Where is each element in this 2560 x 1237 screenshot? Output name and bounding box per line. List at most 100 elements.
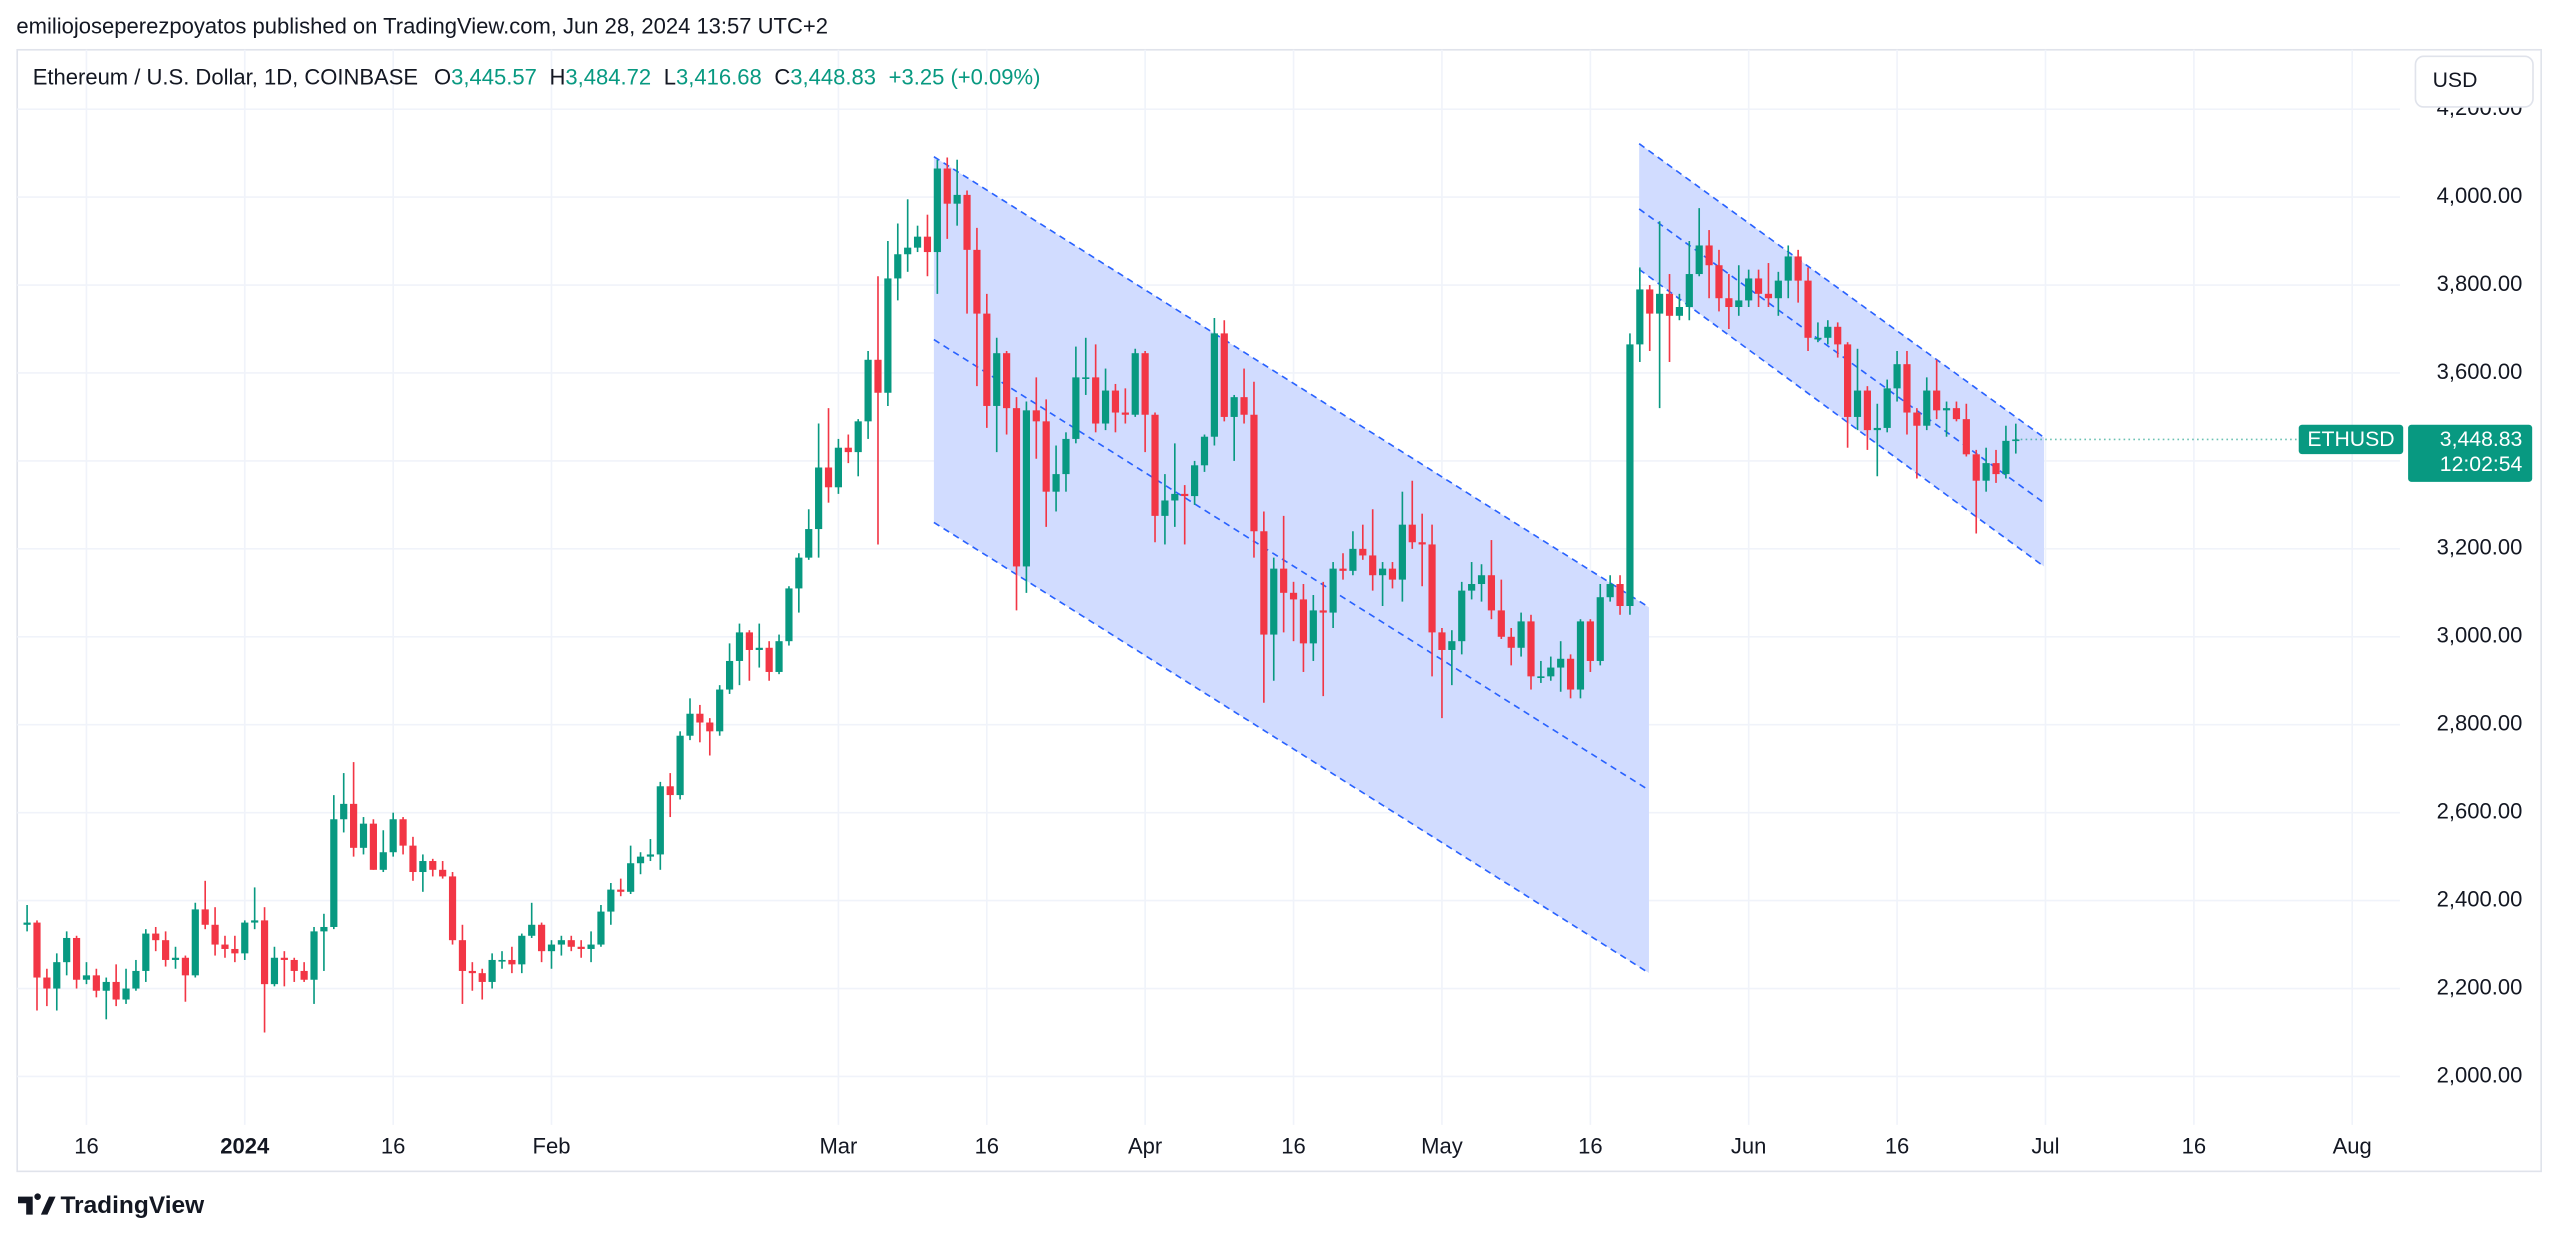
candle-body <box>1369 555 1377 576</box>
candle-body <box>567 940 575 947</box>
candle-body <box>1586 621 1594 661</box>
candle-body <box>815 467 823 530</box>
legend-value: 3,445.57 <box>451 64 537 89</box>
candle-body <box>518 935 526 965</box>
channel-line <box>933 521 1650 974</box>
candle-body <box>1863 390 1871 431</box>
candle-body <box>755 647 763 650</box>
candle-body <box>1665 293 1674 316</box>
x-tick-label: 16 <box>1578 1134 1603 1159</box>
candle-body <box>1181 493 1189 497</box>
candle-body <box>1408 524 1416 543</box>
candle-body <box>1289 592 1298 600</box>
candle-body <box>320 926 328 932</box>
candle-body <box>1903 364 1911 413</box>
candle-body <box>993 353 1001 406</box>
candle-body <box>1220 333 1228 417</box>
candle-body <box>884 278 892 393</box>
candle-body <box>122 988 130 1000</box>
candle-body <box>1378 568 1387 576</box>
countdown-text: 12:02:54 <box>2440 453 2523 476</box>
candle-body <box>1388 568 1397 580</box>
x-tick-label: Apr <box>1128 1134 1162 1159</box>
candle-body <box>1893 364 1901 389</box>
x-tick-label: 16 <box>381 1134 406 1159</box>
candle-body <box>547 944 556 952</box>
currency-button[interactable] <box>2414 55 2534 108</box>
candle-body <box>389 819 397 853</box>
candle-body <box>1101 390 1110 424</box>
candle-body <box>1022 410 1030 567</box>
candle-body <box>1834 326 1842 345</box>
symbol-tag <box>2298 424 2404 455</box>
candle-body <box>1804 280 1812 338</box>
x-tick-label: Jul <box>2031 1134 2059 1159</box>
x-tick-label: 2024 <box>220 1134 270 1159</box>
candle-body <box>1131 353 1139 415</box>
candle-body <box>933 168 941 253</box>
candle-body <box>1636 289 1644 345</box>
channel-fill <box>933 156 1649 974</box>
candle-body <box>1705 245 1713 266</box>
currency-label[interactable]: USD <box>2433 69 2478 92</box>
y-tick-label: 2,200.00 <box>2437 974 2523 999</box>
candle-body <box>1398 524 1406 580</box>
candle-body <box>2002 440 2010 475</box>
candle-body <box>1092 377 1100 424</box>
candle-body <box>409 845 417 873</box>
candle-body <box>171 957 180 960</box>
candle-body <box>1191 465 1199 497</box>
candle-body <box>23 922 31 925</box>
candle-body <box>508 959 516 965</box>
candle-body <box>1972 454 1980 481</box>
candle-body <box>1883 388 1891 428</box>
candle-body <box>1566 658 1575 690</box>
candle-body <box>854 421 862 453</box>
candle-body <box>913 236 922 248</box>
candle-body <box>874 359 882 393</box>
candle-body <box>1260 531 1268 635</box>
candle-body <box>1685 274 1693 308</box>
candle-body <box>1517 621 1525 648</box>
candle-body <box>369 823 377 870</box>
candle-body <box>53 962 61 989</box>
candle-body <box>607 889 615 912</box>
candle-body <box>162 940 170 960</box>
candle-body <box>1576 621 1585 690</box>
candle-body <box>1052 474 1060 492</box>
candle-body <box>775 641 783 672</box>
candle-body <box>834 447 843 488</box>
candle-body <box>251 920 259 923</box>
candle-body <box>1754 278 1763 294</box>
candle-body <box>181 957 189 976</box>
channel-fill <box>1639 143 2045 567</box>
candle-body <box>1438 632 1446 650</box>
candle-body <box>1844 344 1852 417</box>
candle-body <box>458 940 467 971</box>
candle-body <box>92 975 100 991</box>
candle-body <box>201 909 209 925</box>
candle-body <box>1349 548 1357 571</box>
candle-body <box>1230 397 1238 417</box>
candle-body <box>340 803 348 820</box>
candle-body <box>666 786 674 796</box>
candle-body <box>1299 599 1308 644</box>
candle-body <box>241 922 249 954</box>
candle-body <box>795 557 803 589</box>
x-tick-label: May <box>1421 1134 1463 1159</box>
candle-body <box>1537 676 1545 678</box>
candle-body <box>1003 353 1011 409</box>
candle-body <box>824 467 833 488</box>
x-tick-label: 16 <box>2182 1134 2207 1159</box>
candle-body <box>716 689 724 732</box>
y-tick-label: 4,000.00 <box>2437 183 2523 208</box>
candle-body <box>636 856 645 864</box>
candle-body <box>587 944 595 949</box>
candle-body <box>1270 568 1278 635</box>
candle-body <box>765 647 773 672</box>
candle-body <box>577 946 585 949</box>
y-tick-label: 2,400.00 <box>2437 886 2523 911</box>
candle-body <box>1675 307 1684 316</box>
candle-body <box>904 247 912 255</box>
